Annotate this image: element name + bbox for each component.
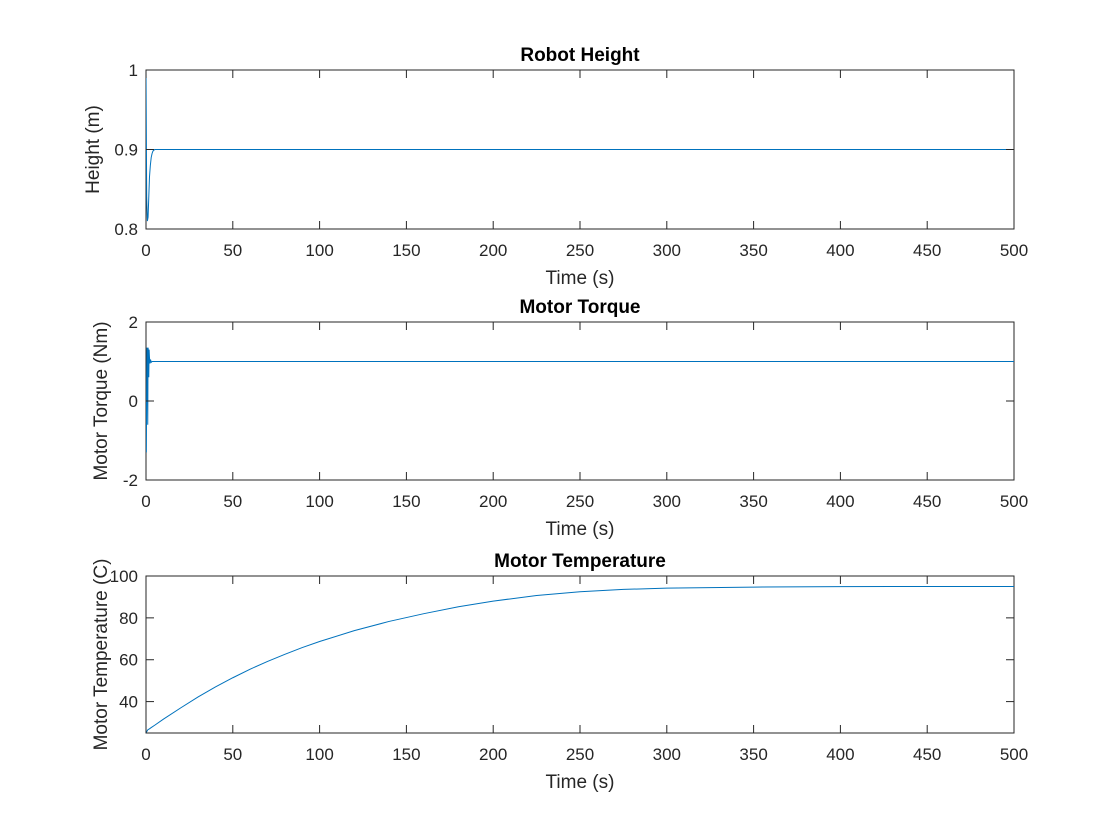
- y-tick-label: 0.8: [114, 220, 138, 239]
- series-line-1: [146, 347, 1014, 453]
- y-axis-label: Motor Torque (Nm): [91, 321, 112, 480]
- x-tick-label: 400: [826, 492, 854, 511]
- x-tick-label: 50: [223, 745, 242, 764]
- x-tick-label: 50: [223, 492, 242, 511]
- subplot-1: 0 50 100 150 200 250 300 350 400 450 500 0.8 0.9 1 Rob…: [83, 45, 1028, 289]
- x-tick-label: 150: [392, 492, 420, 511]
- y-tick-label: 40: [119, 693, 138, 712]
- x-tick-label: 0: [141, 241, 150, 260]
- x-tick-label: 450: [913, 745, 941, 764]
- x-tick-label: 100: [305, 241, 333, 260]
- y-tick-label: 1: [129, 61, 138, 80]
- x-tick-label: 400: [826, 241, 854, 260]
- series-line-1: [146, 585, 1014, 733]
- x-tick-label: 150: [392, 241, 420, 260]
- x-tick-label: 450: [913, 241, 941, 260]
- y-tick-label: 0: [129, 392, 138, 411]
- x-tick-label: 300: [653, 492, 681, 511]
- plot-area: [145, 575, 1015, 734]
- x-tick-label: 50: [223, 241, 242, 260]
- chart-title: Robot Height: [520, 45, 640, 66]
- subplot-2: 0 50 100 150 200 250 300 350 400 450 500-202Motor …: [91, 297, 1028, 540]
- series-line-1: [146, 70, 1014, 222]
- x-tick-label: 100: [305, 492, 333, 511]
- x-tick-label: 350: [739, 241, 767, 260]
- x-tick-label: 500: [1000, 745, 1028, 764]
- x-tick-label: 350: [739, 745, 767, 764]
- x-tick-label: 0: [141, 492, 150, 511]
- x-axis-label: Time (s): [546, 268, 615, 289]
- chart-title: Motor Torque: [519, 297, 640, 318]
- y-tick-label: 60: [119, 651, 138, 670]
- plot-area: [145, 321, 1015, 481]
- x-tick-label: 0: [141, 745, 150, 764]
- y-tick-label: 2: [129, 313, 138, 332]
- y-tick-label: 80: [119, 609, 138, 628]
- x-tick-label: 250: [566, 241, 594, 260]
- y-axis-label: Height (m): [83, 105, 104, 194]
- x-tick-label: 500: [1000, 241, 1028, 260]
- chart-title: Motor Temperature: [494, 551, 666, 572]
- x-tick-label: 250: [566, 745, 594, 764]
- y-tick-label: 0.9: [114, 141, 138, 160]
- x-tick-label: 150: [392, 745, 420, 764]
- x-axis-label: Time (s): [546, 772, 615, 793]
- x-axis-label: Time (s): [546, 519, 615, 540]
- x-tick-label: 200: [479, 241, 507, 260]
- x-tick-label: 500: [1000, 492, 1028, 511]
- x-tick-label: 300: [653, 241, 681, 260]
- y-tick-label: -2: [123, 471, 138, 490]
- x-tick-label: 350: [739, 492, 767, 511]
- x-tick-label: 250: [566, 492, 594, 511]
- x-tick-label: 400: [826, 745, 854, 764]
- x-tick-label: 200: [479, 492, 507, 511]
- x-tick-label: 450: [913, 492, 941, 511]
- x-tick-label: 100: [305, 745, 333, 764]
- subplot-3: 0 50 100 150 200 250 300 350 400 450 500406080100M…: [91, 551, 1028, 793]
- y-axis-label: Motor Temperature (C): [91, 559, 112, 751]
- x-tick-label: 200: [479, 745, 507, 764]
- y-tick-label: 100: [110, 567, 138, 586]
- x-tick-label: 300: [653, 745, 681, 764]
